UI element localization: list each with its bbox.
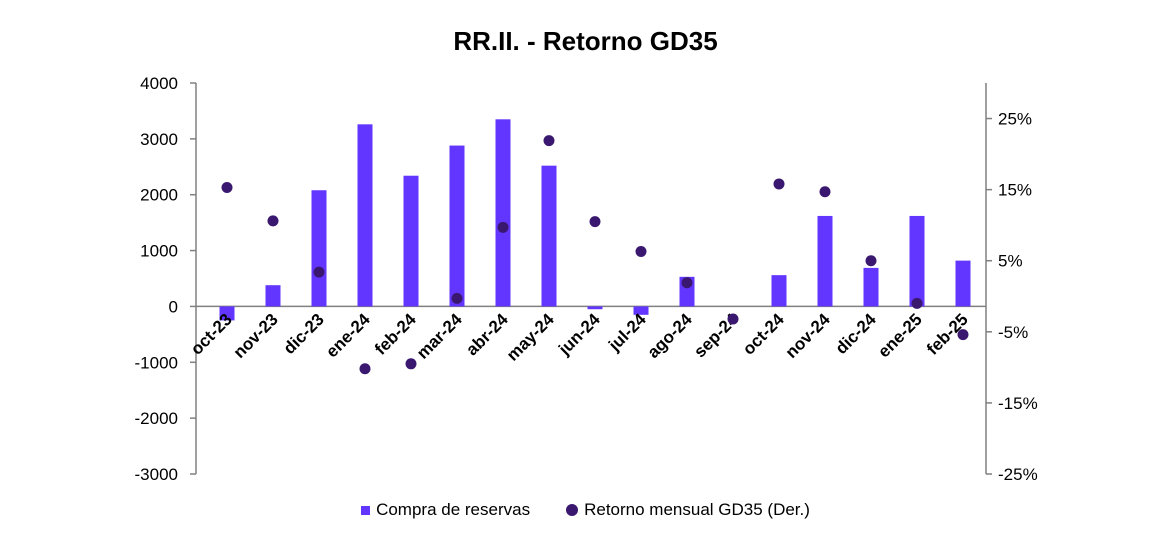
right-tick-label: -15% [998, 394, 1038, 413]
bar-dic-23 [311, 190, 327, 307]
left-tick-label: 3000 [140, 130, 178, 149]
point-nov-23 [267, 215, 279, 227]
legend-swatch-bars [361, 505, 371, 515]
bar-nov-24 [817, 215, 833, 307]
bar-feb-24 [403, 175, 419, 307]
bar-jun-24 [587, 306, 603, 310]
chart-title: RR.II. - Retorno GD35 [453, 26, 718, 56]
point-feb-24 [405, 358, 417, 370]
legend-swatch-dots [566, 504, 579, 516]
bar-abr-24 [495, 119, 511, 307]
right-tick-label: 5% [998, 252, 1023, 271]
point-jun-24 [589, 216, 601, 228]
point-sep-24 [727, 313, 739, 325]
left-tick-label: -3000 [135, 465, 178, 484]
bar-feb-25 [955, 260, 971, 307]
left-tick-label: 0 [169, 297, 178, 316]
bar-may-24 [541, 165, 557, 307]
point-mar-24 [451, 292, 463, 304]
right-tick-label: 25% [998, 110, 1032, 129]
point-dic-23 [313, 266, 325, 278]
x-tick-label: ago-24 [644, 309, 697, 362]
x-tick-label: dic-23 [280, 310, 328, 358]
right-tick-label: -5% [998, 323, 1028, 342]
x-tick-label: jun-24 [554, 309, 604, 359]
point-ene-24 [359, 363, 371, 375]
x-tick-label: nov-23 [230, 310, 282, 362]
bar-mar-24 [449, 145, 465, 307]
point-may-24 [543, 135, 555, 147]
point-jul-24 [635, 245, 647, 257]
x-tick-label: oct-24 [739, 309, 788, 358]
point-feb-25 [957, 329, 969, 341]
bar-oct-23 [219, 306, 235, 321]
point-nov-24 [819, 186, 831, 198]
legend-label-bars: Compra de reservas [376, 500, 531, 519]
point-oct-23 [221, 182, 233, 194]
left-tick-label: -2000 [135, 409, 178, 428]
x-tick-label: dic-24 [832, 309, 881, 358]
legend-item-dots: Retorno mensual GD35 (Der.) [566, 500, 810, 520]
x-tick-label: ene-24 [322, 309, 374, 361]
x-tick-label: feb-24 [371, 309, 420, 358]
point-abr-24 [497, 221, 509, 233]
x-tick-label: ene-25 [874, 310, 926, 362]
point-ago-24 [681, 277, 693, 289]
bar-jul-24 [633, 306, 649, 315]
left-tick-label: 2000 [140, 186, 178, 205]
x-tick-label: may-24 [503, 309, 558, 364]
bar-ene-25 [909, 215, 925, 307]
legend-label-dots: Retorno mensual GD35 (Der.) [584, 500, 810, 519]
legend-item-bars: Compra de reservas [361, 500, 530, 520]
left-tick-label: 4000 [140, 74, 178, 93]
point-dic-24 [865, 255, 877, 267]
left-tick-label: 1000 [140, 242, 178, 261]
right-tick-label: 15% [998, 181, 1032, 200]
x-tick-label: oct-23 [187, 310, 236, 359]
left-tick-label: -1000 [135, 353, 178, 372]
right-tick-label: -25% [998, 465, 1038, 484]
x-tick-label: mar-24 [413, 309, 466, 362]
point-ene-25 [911, 297, 923, 309]
bar-ene-24 [357, 124, 373, 307]
bar-nov-23 [265, 285, 281, 307]
x-tick-label: nov-24 [782, 309, 835, 362]
point-oct-24 [773, 178, 785, 190]
legend: Compra de reservas Retorno mensual GD35 … [0, 500, 1171, 520]
bar-dic-24 [863, 267, 879, 307]
bar-oct-24 [771, 275, 787, 307]
